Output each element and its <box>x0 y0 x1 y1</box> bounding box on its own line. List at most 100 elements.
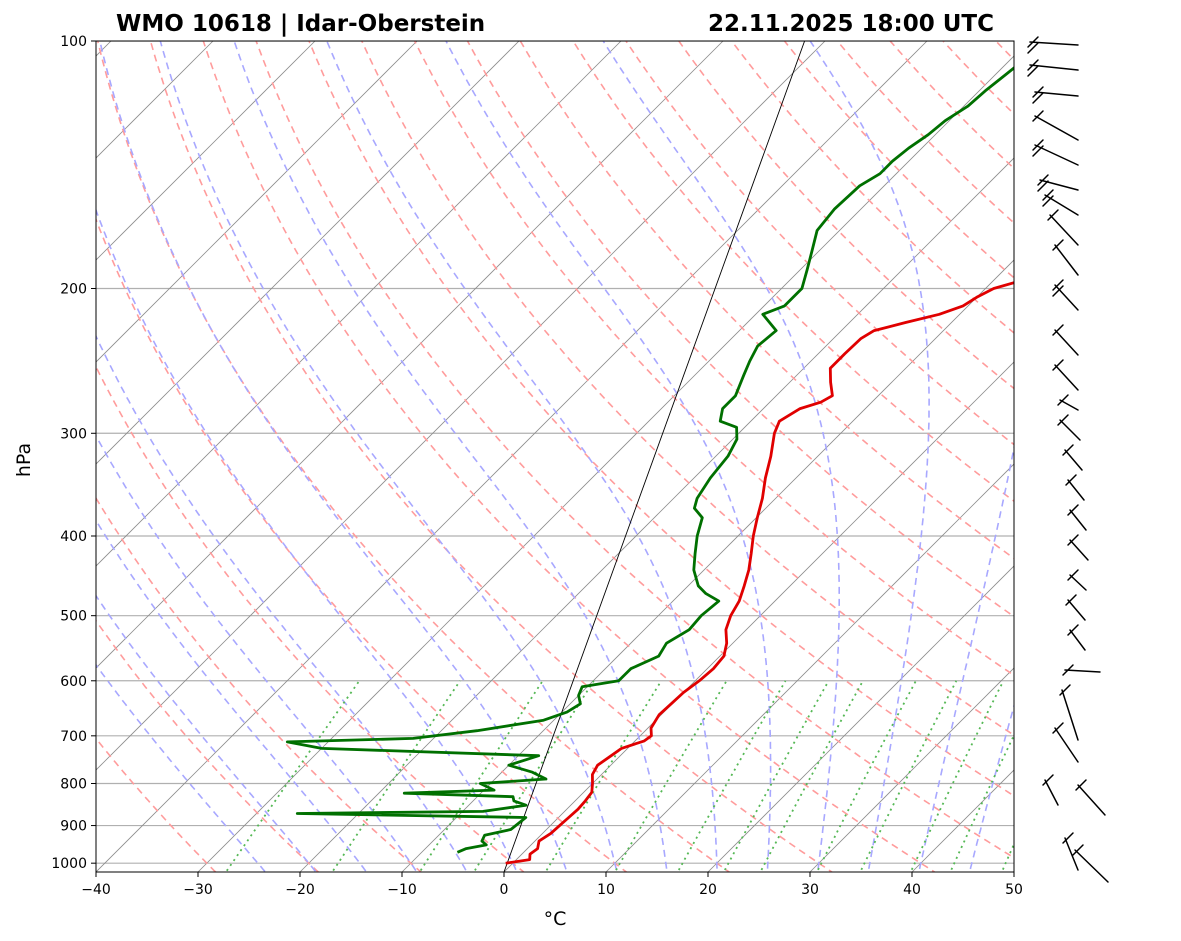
wind-barb-staff <box>1069 539 1089 561</box>
mixing-ratio-line <box>613 680 728 872</box>
dry-adiabat-line <box>96 496 423 872</box>
x-tick-label: −30 <box>183 882 213 898</box>
moist-adiabat-line <box>96 207 518 872</box>
dry-adiabat-line <box>466 41 1014 618</box>
wind-barb-flag <box>1042 195 1054 207</box>
isotherm-line <box>96 41 826 771</box>
wind-barb-flag <box>1047 209 1059 221</box>
x-axis: −40 −30 −20 −10 0 10 20 30 40 50 <box>81 872 1023 898</box>
x-tick-label: 30 <box>801 882 819 898</box>
y-tick-label: 500 <box>60 609 87 625</box>
wind-barb-staff <box>1069 574 1087 591</box>
wind-barb-staff <box>1064 449 1083 471</box>
isotherm-line <box>96 41 418 363</box>
isotherm-line <box>809 667 1014 872</box>
wind-barb-flag <box>1027 59 1039 71</box>
wind-barb-staff <box>1034 91 1079 97</box>
wind-barb-flag <box>1032 92 1044 104</box>
isotherm-line <box>96 41 520 465</box>
moist-adiabat-line <box>96 663 267 872</box>
x-tick-label: 20 <box>699 882 717 898</box>
y-tick-label: 900 <box>60 819 87 835</box>
wind-barb-staff <box>1064 669 1101 673</box>
wind-barb-flag <box>1052 279 1064 291</box>
dry-adiabat-line <box>677 41 1014 390</box>
moist-adiabat-line <box>445 41 772 872</box>
moist-adiabat-line <box>96 334 468 872</box>
moist-adiabat-line <box>233 41 668 872</box>
wind-barb-flag <box>1052 239 1064 251</box>
dry-adiabat-line <box>308 41 1014 797</box>
moist-adiabat-line <box>159 41 618 872</box>
wind-barb-staff <box>1034 115 1079 141</box>
wind-barb-staff <box>1059 399 1079 411</box>
wind-barb-staff <box>1077 784 1106 816</box>
dry-adiabat-line <box>625 41 1014 446</box>
x-tick-label: −40 <box>81 882 111 898</box>
dewpoint-profile <box>285 66 1014 854</box>
dry-adiabat-line <box>96 365 526 872</box>
reference-line <box>503 41 806 872</box>
wind-barb-flag <box>1065 474 1077 486</box>
wind-barb-flag <box>1037 174 1049 186</box>
chart-title-time: 22.11.2025 18:00 UTC <box>708 11 994 37</box>
dry-adiabat-line <box>360 41 1014 737</box>
wind-barb-flag <box>1052 359 1064 371</box>
dry-adiabat-line <box>96 217 628 872</box>
isotherm-line <box>911 769 1014 872</box>
dry-adiabat-line <box>889 41 1014 170</box>
wind-barb-flag <box>1027 36 1039 48</box>
isotherm-line <box>1013 871 1014 872</box>
wind-barb-staff <box>1054 364 1079 391</box>
mixing-ratio-line <box>676 680 787 872</box>
dry-adiabat-line <box>96 41 731 872</box>
wind-barb-flag <box>1057 414 1069 426</box>
dry-adiabat-line <box>413 41 1014 677</box>
isotherm-line <box>96 41 928 872</box>
dry-adiabat-line <box>572 41 1014 503</box>
wind-barb-flag <box>1062 832 1074 844</box>
wind-barb-flag <box>1027 42 1039 54</box>
y-axis: 1000 900 800 700 600 500 400 300 200 100 <box>51 34 96 872</box>
dry-adiabat-line <box>96 619 320 872</box>
wind-barb-flag <box>1067 624 1079 636</box>
y-axis-label: hPa <box>13 443 35 477</box>
x-tick-label: 40 <box>903 882 921 898</box>
mixing-ratio-line <box>759 680 864 872</box>
mixing-ratio-line <box>909 680 1005 872</box>
moist-adiabat-line <box>96 594 318 872</box>
background-lines <box>96 41 1014 872</box>
y-tick-label: 300 <box>60 426 87 442</box>
wind-barb-flag <box>1032 86 1044 98</box>
wind-barb-staff <box>1074 849 1109 883</box>
wind-barb-staff <box>1064 837 1079 871</box>
isotherm-line <box>299 157 1014 872</box>
dry-adiabat-line <box>519 41 1014 560</box>
mixing-ratio-line <box>859 680 958 872</box>
x-tick-label: 50 <box>1005 882 1023 898</box>
wind-barb-staff <box>1049 214 1079 246</box>
moist-adiabat-line <box>809 41 930 872</box>
wind-barbs <box>1027 36 1109 883</box>
mixing-ratio-line <box>949 733 1014 872</box>
y-tick-label: 200 <box>60 282 87 298</box>
y-tick-label: 400 <box>60 529 87 545</box>
isotherm-line <box>96 41 622 567</box>
wind-barb-flag <box>1057 394 1069 406</box>
moist-adiabat-line <box>96 519 368 872</box>
wind-barb-staff <box>1069 629 1086 651</box>
wind-barb-staff <box>1059 419 1081 441</box>
dry-adiabat-line <box>202 41 937 872</box>
wind-barb-flag <box>1052 324 1064 336</box>
y-tick-label: 600 <box>60 674 87 690</box>
wind-barb-flag <box>1052 285 1064 297</box>
wind-barb-flag <box>1075 779 1087 791</box>
isotherm-line <box>96 41 316 261</box>
mixing-ratio-line <box>331 680 461 872</box>
mixing-ratio-line <box>722 680 830 872</box>
mixing-ratio-line <box>224 680 361 872</box>
y-tick-label: 100 <box>60 34 87 50</box>
isotherm-line <box>503 361 1014 872</box>
moist-adiabat-line <box>968 703 1014 872</box>
wind-barb-flag <box>1037 180 1049 192</box>
